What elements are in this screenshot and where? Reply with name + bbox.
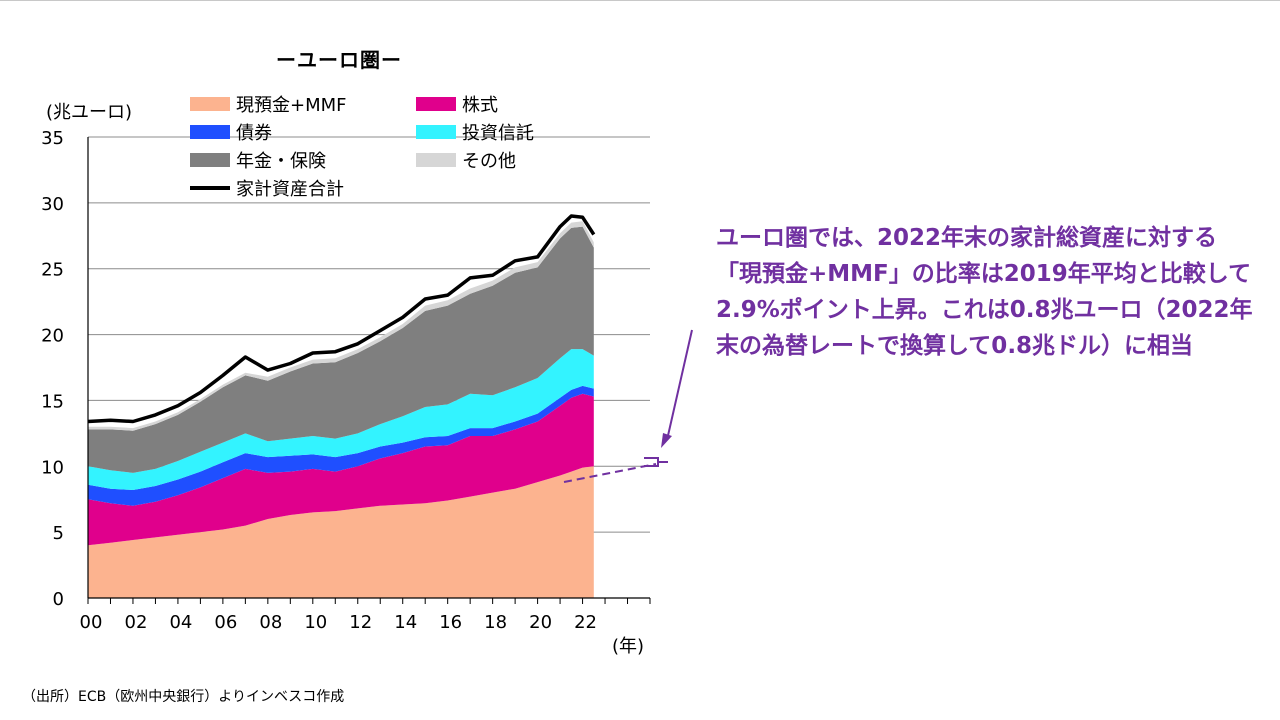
callout-arrow-line (666, 329, 693, 441)
legend-item-cash: 現預金+MMF (190, 92, 347, 116)
x-tick-label-12: 12 (349, 612, 372, 633)
legend-label-total: 家計資産合計 (236, 179, 344, 200)
legend-item-other: その他 (416, 148, 516, 172)
area-series-3 (88, 349, 594, 490)
y-tick-label-30: 30 (41, 194, 64, 215)
axes: 0 5 10 15 20 25 30 35 00 02 04 06 08 10 12 14 16 18 20 22 (41, 128, 651, 633)
area-series-1 (88, 393, 594, 546)
callout-dashed-line (563, 463, 657, 483)
y-tick-label-5: 5 (53, 523, 64, 544)
legend-label-bonds: 債券 (236, 123, 272, 144)
legend-label-cash: 現預金+MMF (236, 95, 347, 116)
x-axis-unit-label: (年) (612, 636, 645, 657)
legend-line-total (190, 186, 230, 190)
x-tick-label-02: 02 (125, 612, 148, 633)
x-tick-label-14: 14 (394, 612, 417, 633)
legend-label-equity: 株式 (462, 95, 498, 116)
total-assets-line (87, 214, 596, 424)
x-tick-label-06: 06 (214, 612, 237, 633)
chart-title: ーユーロ圏ー (276, 48, 402, 72)
legend-swatch-other (416, 153, 456, 167)
area-series-4 (88, 226, 594, 473)
x-tick-label-18: 18 (484, 612, 507, 633)
legend-swatch-pension (190, 153, 230, 167)
x-tick-label-20: 20 (529, 612, 552, 633)
x-tick-label-00: 00 (80, 612, 103, 633)
x-tick-label-04: 04 (169, 612, 192, 633)
legend-label-other: その他 (462, 151, 516, 172)
y-tick-label-20: 20 (41, 326, 64, 347)
legend-item-bonds: 債券 (190, 120, 272, 144)
y-tick-label-25: 25 (41, 260, 64, 281)
callout-text: ユーロ圏では、2022年末の家計総資産に対する「現預金+MMF」の比率は2019… (716, 225, 1253, 359)
legend: 現預金+MMF 株式 債券 投資信託 年金・保険 その他 家計資産合計 (190, 92, 590, 204)
legend-swatch-bonds (190, 125, 230, 139)
legend-item-equity: 株式 (416, 92, 498, 116)
legend-item-funds: 投資信託 (416, 120, 534, 144)
area-series-0 (88, 466, 594, 598)
legend-label-pension: 年金・保険 (236, 151, 326, 172)
total-line-group (87, 214, 596, 424)
x-tick-label-22: 22 (574, 612, 597, 633)
area-series-2 (88, 385, 594, 506)
legend-swatch-funds (416, 125, 456, 139)
x-tick-label-16: 16 (439, 612, 462, 633)
top-rule (0, 0, 1280, 1)
y-tick-label-0: 0 (53, 589, 64, 610)
y-tick-label-10: 10 (41, 457, 64, 478)
y-tick-label-35: 35 (41, 128, 64, 149)
legend-label-funds: 投資信託 (462, 123, 534, 144)
legend-item-pension: 年金・保険 (190, 148, 326, 172)
legend-swatch-cash (190, 97, 230, 111)
source-note: （出所）ECB（欧州中央銀行）よりインベスコ作成 (22, 689, 345, 705)
x-tick-label-10: 10 (304, 612, 327, 633)
legend-swatch-equity (416, 97, 456, 111)
callout-arrowhead (661, 433, 672, 448)
series-areas (88, 221, 594, 598)
y-tick-label-15: 15 (41, 391, 64, 412)
callout-arrow-group (563, 329, 693, 483)
x-tick-label-08: 08 (259, 612, 282, 633)
legend-item-total: 家計資産合計 (190, 176, 344, 200)
y-axis-unit-label: (兆ユーロ) (46, 102, 133, 123)
